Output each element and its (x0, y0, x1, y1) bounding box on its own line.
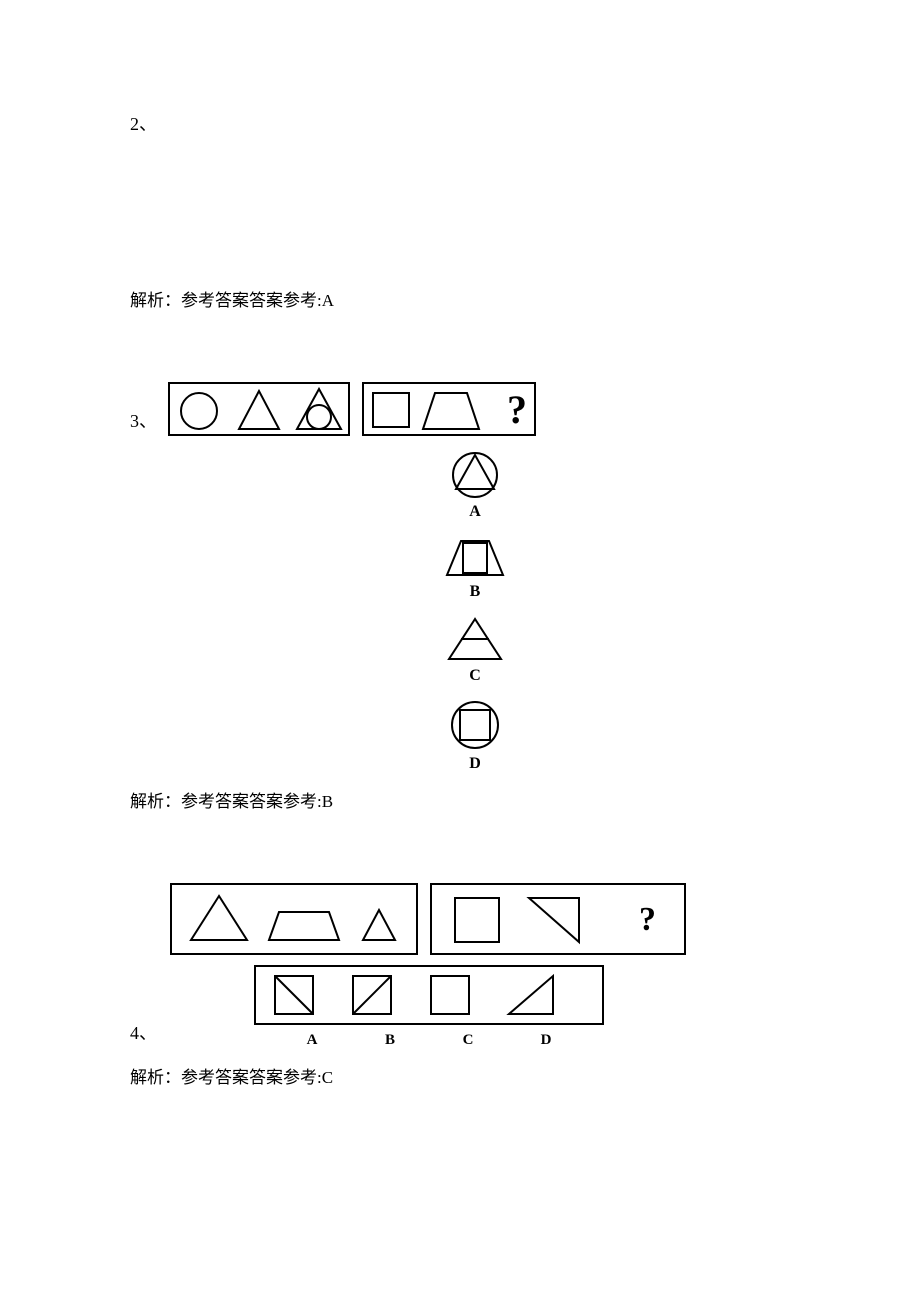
question-3-row: 3、 ? (130, 381, 790, 437)
q3-options: A B C D (160, 449, 790, 773)
q3-option-c-label: C (469, 667, 481, 685)
question-4-analysis: 解析：参考答案答案参考:C (130, 1063, 790, 1088)
q3-given-figure: ? (167, 381, 537, 437)
analysis-label: 解析： (130, 792, 181, 811)
analysis-text: 参考答案答案参考:B (181, 792, 333, 811)
q4-option-b-label: B (371, 1032, 409, 1049)
q3-option-d-label: D (469, 755, 481, 773)
q4-option-a-label: A (293, 1032, 331, 1049)
q3-option-a-label: A (469, 503, 481, 521)
q3-option-a-figure (447, 449, 503, 499)
question-2-analysis: 解析：参考答案答案参考:A (130, 286, 790, 311)
q4-given-figure: ? (169, 882, 689, 958)
q3-option-d: D (160, 699, 790, 773)
question-2-number: 2、 (130, 110, 790, 136)
analysis-label: 解析： (130, 1068, 181, 1087)
q3-option-d-figure (448, 699, 502, 751)
analysis-text: 参考答案答案参考:A (181, 291, 334, 310)
q3-option-c-figure (443, 615, 507, 663)
question-3-analysis: 解析：参考答案答案参考:B (130, 787, 790, 812)
svg-text:?: ? (639, 901, 656, 938)
analysis-label: 解析： (130, 291, 181, 310)
analysis-text: 参考答案答案参考:C (181, 1068, 333, 1087)
q4-option-labels: A B C D (293, 1032, 565, 1049)
q3-option-b-label: B (470, 583, 481, 601)
svg-text:?: ? (507, 387, 527, 432)
q3-option-a: A (160, 449, 790, 521)
question-4-number: 4、 (130, 1019, 157, 1049)
q3-option-b: B (160, 535, 790, 601)
q4-option-c-label: C (449, 1032, 487, 1049)
q4-figure-block: ? A B C D (169, 882, 689, 1049)
document-page: 2、 解析：参考答案答案参考:A 3、 ? (0, 0, 920, 1218)
q4-options-figure (253, 964, 605, 1028)
q3-option-b-figure (443, 535, 507, 579)
question-3-number: 3、 (130, 407, 157, 437)
q3-option-c: C (160, 615, 790, 685)
question-4-row: 4、 ? (130, 882, 790, 1049)
q4-option-d-label: D (527, 1032, 565, 1049)
